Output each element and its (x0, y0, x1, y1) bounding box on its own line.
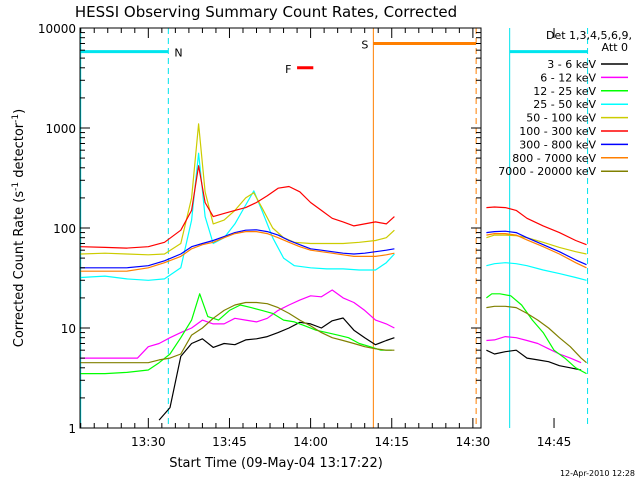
series-line-1 (80, 289, 395, 359)
legend-entry-label: 3 - 6 keV (547, 58, 596, 71)
series-line-0 (158, 317, 395, 421)
y-axis-label-sup2: -1 (11, 114, 21, 123)
legend-entry-label: 25 - 50 keV (533, 98, 596, 111)
y-axis-label-sup1: -1 (11, 182, 21, 191)
y-axis-label-mid: detector (12, 122, 27, 182)
series-line-1-after-gap (486, 336, 582, 364)
series-line-8 (80, 301, 395, 364)
y-axis-label-end: ) (12, 109, 27, 114)
flag-label-F: F (285, 63, 291, 76)
legend-entry-label: 50 - 100 keV (526, 112, 596, 125)
series-layer (80, 123, 587, 421)
series-line-4 (80, 123, 395, 256)
legend-entry-label: 300 - 800 keV (519, 138, 596, 151)
legend-entry-label: 7000 - 20000 keV (498, 165, 596, 178)
y-tick-label: 1 (68, 422, 76, 436)
x-axis-label: Start Time (09-May-04 13:17:22) (169, 456, 383, 471)
x-tick-label: 14:45 (537, 435, 572, 449)
series-line-5-after-gap (486, 206, 587, 246)
plot-area: N F S 13:30 13:45 14:00 14:15 14:30 14:45 1 10 100… (38, 22, 589, 449)
y-tick-label: 10 (61, 322, 76, 336)
legend-title-2: Att 0 (602, 41, 628, 54)
series-line-6-after-gap (486, 230, 587, 266)
legend-entry-label: 12 - 25 keV (533, 85, 596, 98)
x-tick-label: 14:00 (293, 435, 328, 449)
legend-entry-label: 6 - 12 keV (540, 71, 596, 84)
series-line-0-after-gap (486, 349, 582, 371)
series-line-6 (80, 229, 395, 269)
y-tick-label: 1000 (45, 122, 76, 136)
x-tick-label: 14:30 (456, 435, 491, 449)
footer-date: 12-Apr-2010 12:28 (560, 469, 635, 478)
legend-entry-label: 800 - 7000 keV (512, 152, 596, 165)
chart-title: HESSI Observing Summary Count Rates, Cor… (75, 3, 457, 21)
tick-layer: 13:30 13:45 14:00 14:15 14:30 14:45 1 10 100 1000… (38, 22, 572, 449)
y-tick-label: 100 (53, 222, 76, 236)
x-tick-label: 13:30 (131, 435, 166, 449)
series-line-7 (80, 231, 395, 272)
series-line-8-after-gap (486, 305, 587, 364)
series-line-5 (80, 165, 395, 249)
series-line-3 (80, 152, 395, 281)
flag-label-N: N (174, 47, 182, 60)
x-tick-label: 14:15 (374, 435, 409, 449)
legend-entry-label: 100 - 300 keV (519, 125, 596, 138)
y-axis-label-main: Corrected Count Rate (s (12, 191, 27, 348)
legend-title-1: Det 1,3,4,5,6,9, (546, 29, 632, 42)
series-line-3-after-gap (486, 262, 587, 281)
flag-label-S: S (361, 38, 368, 51)
series-line-7-after-gap (486, 233, 587, 269)
y-axis-label: Corrected Count Rate (s-1 detector-1) (11, 109, 27, 347)
series-line-2-after-gap (486, 293, 587, 375)
y-tick-label: 10000 (38, 22, 76, 36)
x-tick-label: 13:45 (212, 435, 247, 449)
